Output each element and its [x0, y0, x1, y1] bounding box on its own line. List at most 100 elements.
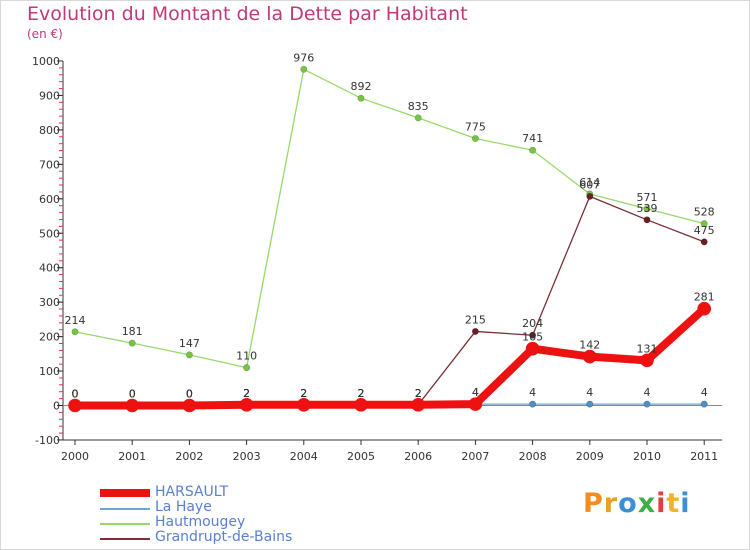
y-tick-label: 100: [39, 365, 60, 378]
data-label-harsault: 2: [358, 387, 365, 400]
data-label-harsault: 131: [637, 342, 658, 355]
data-label-harsault: 4: [472, 386, 479, 399]
y-tick-label: 500: [39, 227, 60, 240]
data-label-hautmougey: 214: [65, 314, 86, 327]
logo-letter: o: [618, 488, 638, 519]
point-hautmougey: [414, 114, 422, 122]
point-hautmougey: [529, 146, 537, 154]
point-grandrupt-de-bains: [700, 238, 708, 246]
y-tick-label: 900: [39, 89, 60, 102]
point-harsault: [68, 398, 82, 413]
point-hautmougey: [471, 135, 479, 143]
legend-label-hautmougey: Hautmougey: [155, 514, 246, 530]
point-hautmougey: [128, 339, 136, 347]
y-tick-label: 200: [39, 331, 60, 344]
data-label-la-haye: 4: [472, 386, 479, 399]
series-line-harsault: [71, 304, 709, 410]
data-label-grandrupt-de-bains: 215: [465, 313, 486, 326]
x-tick-label: 2006: [404, 450, 432, 463]
legend-swatch-harsault: [100, 489, 150, 497]
x-tick-label: 2009: [576, 450, 604, 463]
data-label-harsault: 2: [243, 387, 250, 400]
data-label-grandrupt-de-bains: 475: [694, 224, 715, 237]
point-grandrupt-de-bains: [529, 331, 537, 339]
y-tick-label: 0: [53, 400, 60, 413]
data-label-harsault: 0: [186, 388, 193, 401]
data-label-la-haye: 4: [701, 386, 708, 399]
point-harsault: [525, 341, 540, 356]
point-grandrupt-de-bains: [471, 327, 479, 335]
logo-letter: r: [603, 488, 619, 519]
point-hautmougey: [700, 220, 708, 228]
data-label-grandrupt-de-bains: 607: [579, 178, 600, 191]
data-label-hautmougey: 110: [236, 350, 257, 363]
logo-letter: P: [583, 488, 604, 519]
data-label-la-haye: 4: [529, 386, 536, 399]
data-label-la-haye: 4: [644, 386, 651, 399]
legend-swatch-grandrupt-de-bains: [100, 538, 150, 540]
x-tick-label: 2000: [61, 450, 89, 463]
point-la-haye: [700, 400, 708, 408]
point-harsault: [582, 349, 597, 364]
data-label-la-haye: 2: [243, 387, 250, 400]
x-tick-label: 2004: [290, 450, 318, 463]
data-label-harsault: 142: [579, 339, 600, 352]
point-harsault: [239, 398, 254, 412]
point-harsault: [411, 398, 426, 412]
point-harsault: [182, 398, 197, 413]
data-label-harsault: 281: [694, 291, 715, 304]
data-label-harsault: 2: [300, 387, 307, 400]
data-label-grandrupt-de-bains: 539: [637, 202, 658, 215]
data-label-harsault: 0: [129, 388, 136, 401]
data-label-layer: 214 181 147 110 976 892 835 775 741 614 571 528 0 0 0 2…: [65, 51, 715, 400]
data-label-grandrupt-de-bains: 2: [243, 387, 250, 400]
x-tick-label: 2005: [347, 450, 375, 463]
data-label-hautmougey: 775: [465, 121, 486, 134]
point-hautmougey: [185, 351, 193, 359]
y-tick-label: 300: [39, 296, 60, 309]
data-label-la-haye: 0: [186, 388, 193, 401]
data-label-la-haye: 2: [358, 387, 365, 400]
point-harsault: [354, 398, 368, 412]
x-tick-label: 2002: [175, 450, 203, 463]
data-label-harsault: 0: [72, 388, 79, 401]
point-harsault: [468, 397, 483, 411]
proxiti-logo: Proxiti: [583, 488, 691, 519]
point-hautmougey: [357, 94, 365, 102]
data-label-hautmougey: 892: [351, 80, 372, 93]
data-label-grandrupt-de-bains: 2: [415, 387, 422, 400]
point-hautmougey: [300, 65, 308, 73]
point-la-haye: [643, 400, 651, 408]
data-label-hautmougey: 741: [522, 132, 543, 145]
legend-swatch-la-haye: [100, 508, 150, 510]
data-label-hautmougey: 571: [637, 191, 658, 204]
point-la-haye: [586, 400, 594, 408]
point-hautmougey: [243, 364, 251, 372]
logo-letter: i: [680, 488, 691, 519]
data-label-la-haye: 2: [300, 387, 307, 400]
point-harsault: [125, 398, 139, 413]
chart-unit-label: (en €): [27, 27, 63, 41]
point-hautmougey: [71, 328, 79, 336]
data-label-la-haye: 0: [129, 388, 136, 401]
logo-letter: t: [666, 488, 681, 519]
data-label-hautmougey: 147: [179, 337, 200, 350]
series-line-grandrupt-de-bains: [74, 195, 705, 407]
x-tick-label: 2001: [118, 450, 146, 463]
legend-label-la-haye: La Haye: [155, 499, 212, 515]
y-tick-label: -100: [35, 434, 60, 447]
data-label-la-haye: 2: [415, 387, 422, 400]
data-label-hautmougey: 835: [408, 100, 429, 113]
data-label-harsault: 165: [522, 331, 543, 344]
y-tick-label: 700: [39, 158, 60, 171]
data-label-grandrupt-de-bains: 0: [72, 388, 79, 401]
y-tick-label: 600: [39, 193, 60, 206]
y-tick-label: 1000: [32, 55, 60, 68]
x-tick-label: 2008: [519, 450, 547, 463]
point-grandrupt-de-bains: [586, 192, 594, 200]
data-label-hautmougey: 528: [694, 206, 715, 219]
data-label-grandrupt-de-bains: 204: [522, 317, 543, 330]
data-label-harsault: 2: [415, 387, 422, 400]
